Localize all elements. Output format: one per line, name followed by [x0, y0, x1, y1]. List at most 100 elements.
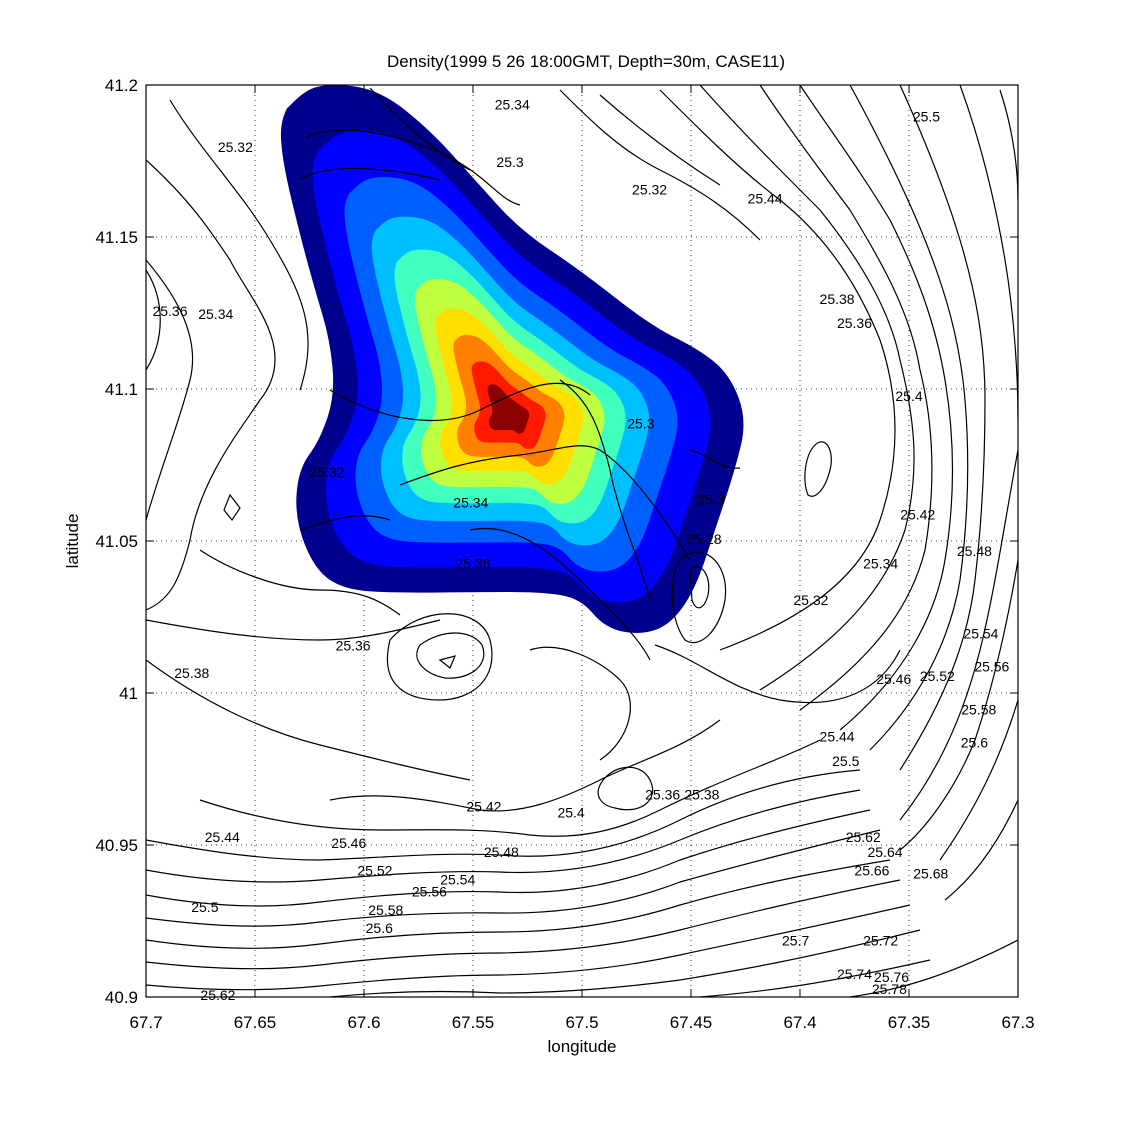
- contour-line: [597, 766, 654, 811]
- x-axis-label: longitude: [547, 1037, 616, 1056]
- contour-label: 25.4: [895, 388, 922, 404]
- contour-line: [654, 644, 901, 704]
- contour-label: 25.36: [336, 637, 371, 653]
- x-tick-label: 67.5: [565, 1013, 598, 1032]
- contour-label: 25.34: [863, 555, 898, 571]
- contour-line: [469, 527, 651, 661]
- contour-label: 25.72: [863, 932, 898, 948]
- contour-line: [329, 719, 721, 812]
- contour-line: [329, 382, 591, 421]
- contour-line: [849, 939, 1018, 997]
- contour-label: 25.34: [198, 306, 233, 322]
- y-axis-label: latitude: [63, 514, 82, 569]
- contour-line: [438, 655, 457, 669]
- contour-line: [146, 159, 276, 611]
- contour-line: [146, 859, 891, 949]
- contour-line: [199, 549, 401, 616]
- y-tick-labels: 41.2 41.15 41.1 41.05 41 40.95 40.9: [95, 76, 138, 1007]
- contour-line: [304, 129, 521, 206]
- contour-label: 25.28: [687, 531, 722, 547]
- chart-title: Density(1999 5 26 18:00GMT, Depth=30m, C…: [387, 52, 785, 71]
- contour-label: 25.44: [748, 191, 783, 207]
- contour-label: 25.46: [876, 671, 911, 687]
- contour-label: 25.38: [820, 291, 855, 307]
- density-band-10: [487, 384, 530, 434]
- contour-label: 25.66: [854, 862, 889, 878]
- contour-line: [799, 85, 954, 731]
- contour-line: [671, 551, 727, 644]
- contour-label: 25.3: [627, 416, 654, 432]
- contour-label: 25.34: [495, 96, 530, 112]
- contour-label: 25.56: [974, 659, 1009, 675]
- contour-label: 25.32: [309, 464, 344, 480]
- contour-label: 25.52: [920, 668, 955, 684]
- contour-label: 25.62: [846, 829, 881, 845]
- contour-label: 25.32: [218, 139, 253, 155]
- x-tick-label: 67.4: [783, 1013, 816, 1032]
- contour-line: [804, 441, 832, 497]
- contour-line: [559, 379, 651, 601]
- contour-line: [299, 167, 441, 181]
- contour-label: 25.3: [697, 492, 724, 508]
- x-tick-label: 67.35: [888, 1013, 931, 1032]
- contour-label: 25.36: [645, 786, 680, 802]
- contour-label: 25.36: [837, 315, 872, 331]
- contour-label: 25.54: [440, 872, 475, 888]
- y-tick-label: 40.95: [95, 836, 138, 855]
- contour-line: [146, 829, 881, 927]
- contour-label: 25.36: [455, 555, 490, 571]
- contour-line: [223, 493, 241, 522]
- x-tick-label: 67.3: [1001, 1013, 1034, 1032]
- filled-density-field: [280, 85, 744, 633]
- contour-line: [699, 85, 915, 691]
- contour-label: 25.38: [684, 786, 719, 802]
- contour-line: [759, 85, 933, 711]
- contour-line: [849, 85, 969, 751]
- y-tick-label: 41.1: [105, 380, 138, 399]
- y-tick-label: 41.15: [95, 228, 138, 247]
- contour-label: 25.58: [368, 902, 403, 918]
- contour-label: 25.32: [632, 181, 667, 197]
- contour-line: [689, 566, 710, 609]
- contour-line: [944, 799, 1018, 901]
- contour-line: [369, 87, 471, 171]
- x-tick-label: 67.45: [670, 1013, 713, 1032]
- contour-label: 25.32: [793, 592, 828, 608]
- contour-label: 25.58: [961, 701, 996, 717]
- contour-line: [146, 269, 161, 371]
- contour-labels: 25.32 25.34 25.3 25.32 25.44 25.5 25.36 25.34 25…: [152, 96, 1009, 1003]
- contour-line: [386, 613, 493, 701]
- contour-lines: [146, 85, 1018, 997]
- contour-line: [959, 85, 1018, 421]
- contour-line: [199, 739, 821, 837]
- contour-line: [599, 94, 721, 186]
- contour-label: 25.7: [782, 932, 809, 948]
- contour-label: 25.5: [913, 108, 940, 124]
- contour-line: [146, 659, 471, 781]
- contour-line: [899, 449, 1018, 821]
- contour-label: 25.62: [200, 987, 235, 1003]
- contour-label: 25.38: [174, 665, 209, 681]
- contour-line: [899, 559, 1018, 851]
- contour-label: 25.34: [453, 495, 488, 511]
- contour-line: [329, 929, 921, 997]
- y-tick-label: 41.2: [105, 76, 138, 95]
- contour-label: 25.44: [820, 729, 855, 745]
- contour-label: 25.68: [913, 865, 948, 881]
- contour-label: 25.4: [557, 805, 584, 821]
- x-tick-label: 67.65: [234, 1013, 277, 1032]
- x-tick-labels: 67.7 67.65 67.6 67.55 67.5 67.45 67.4 67.35 67.3: [129, 1013, 1034, 1032]
- contour-label: 25.54: [963, 625, 998, 641]
- y-tick-label: 41: [119, 684, 138, 703]
- contour-label: 25.6: [961, 735, 988, 751]
- contour-line: [146, 259, 194, 521]
- contour-line: [299, 515, 391, 531]
- contour-line: [146, 879, 901, 970]
- contour-line: [416, 632, 485, 679]
- x-tick-label: 67.55: [452, 1013, 495, 1032]
- y-tick-label: 41.05: [95, 532, 138, 551]
- contour-line: [146, 769, 861, 861]
- contour-label: 25.5: [191, 899, 218, 915]
- contour-line: [146, 904, 911, 991]
- plot-frame: [145, 84, 1019, 998]
